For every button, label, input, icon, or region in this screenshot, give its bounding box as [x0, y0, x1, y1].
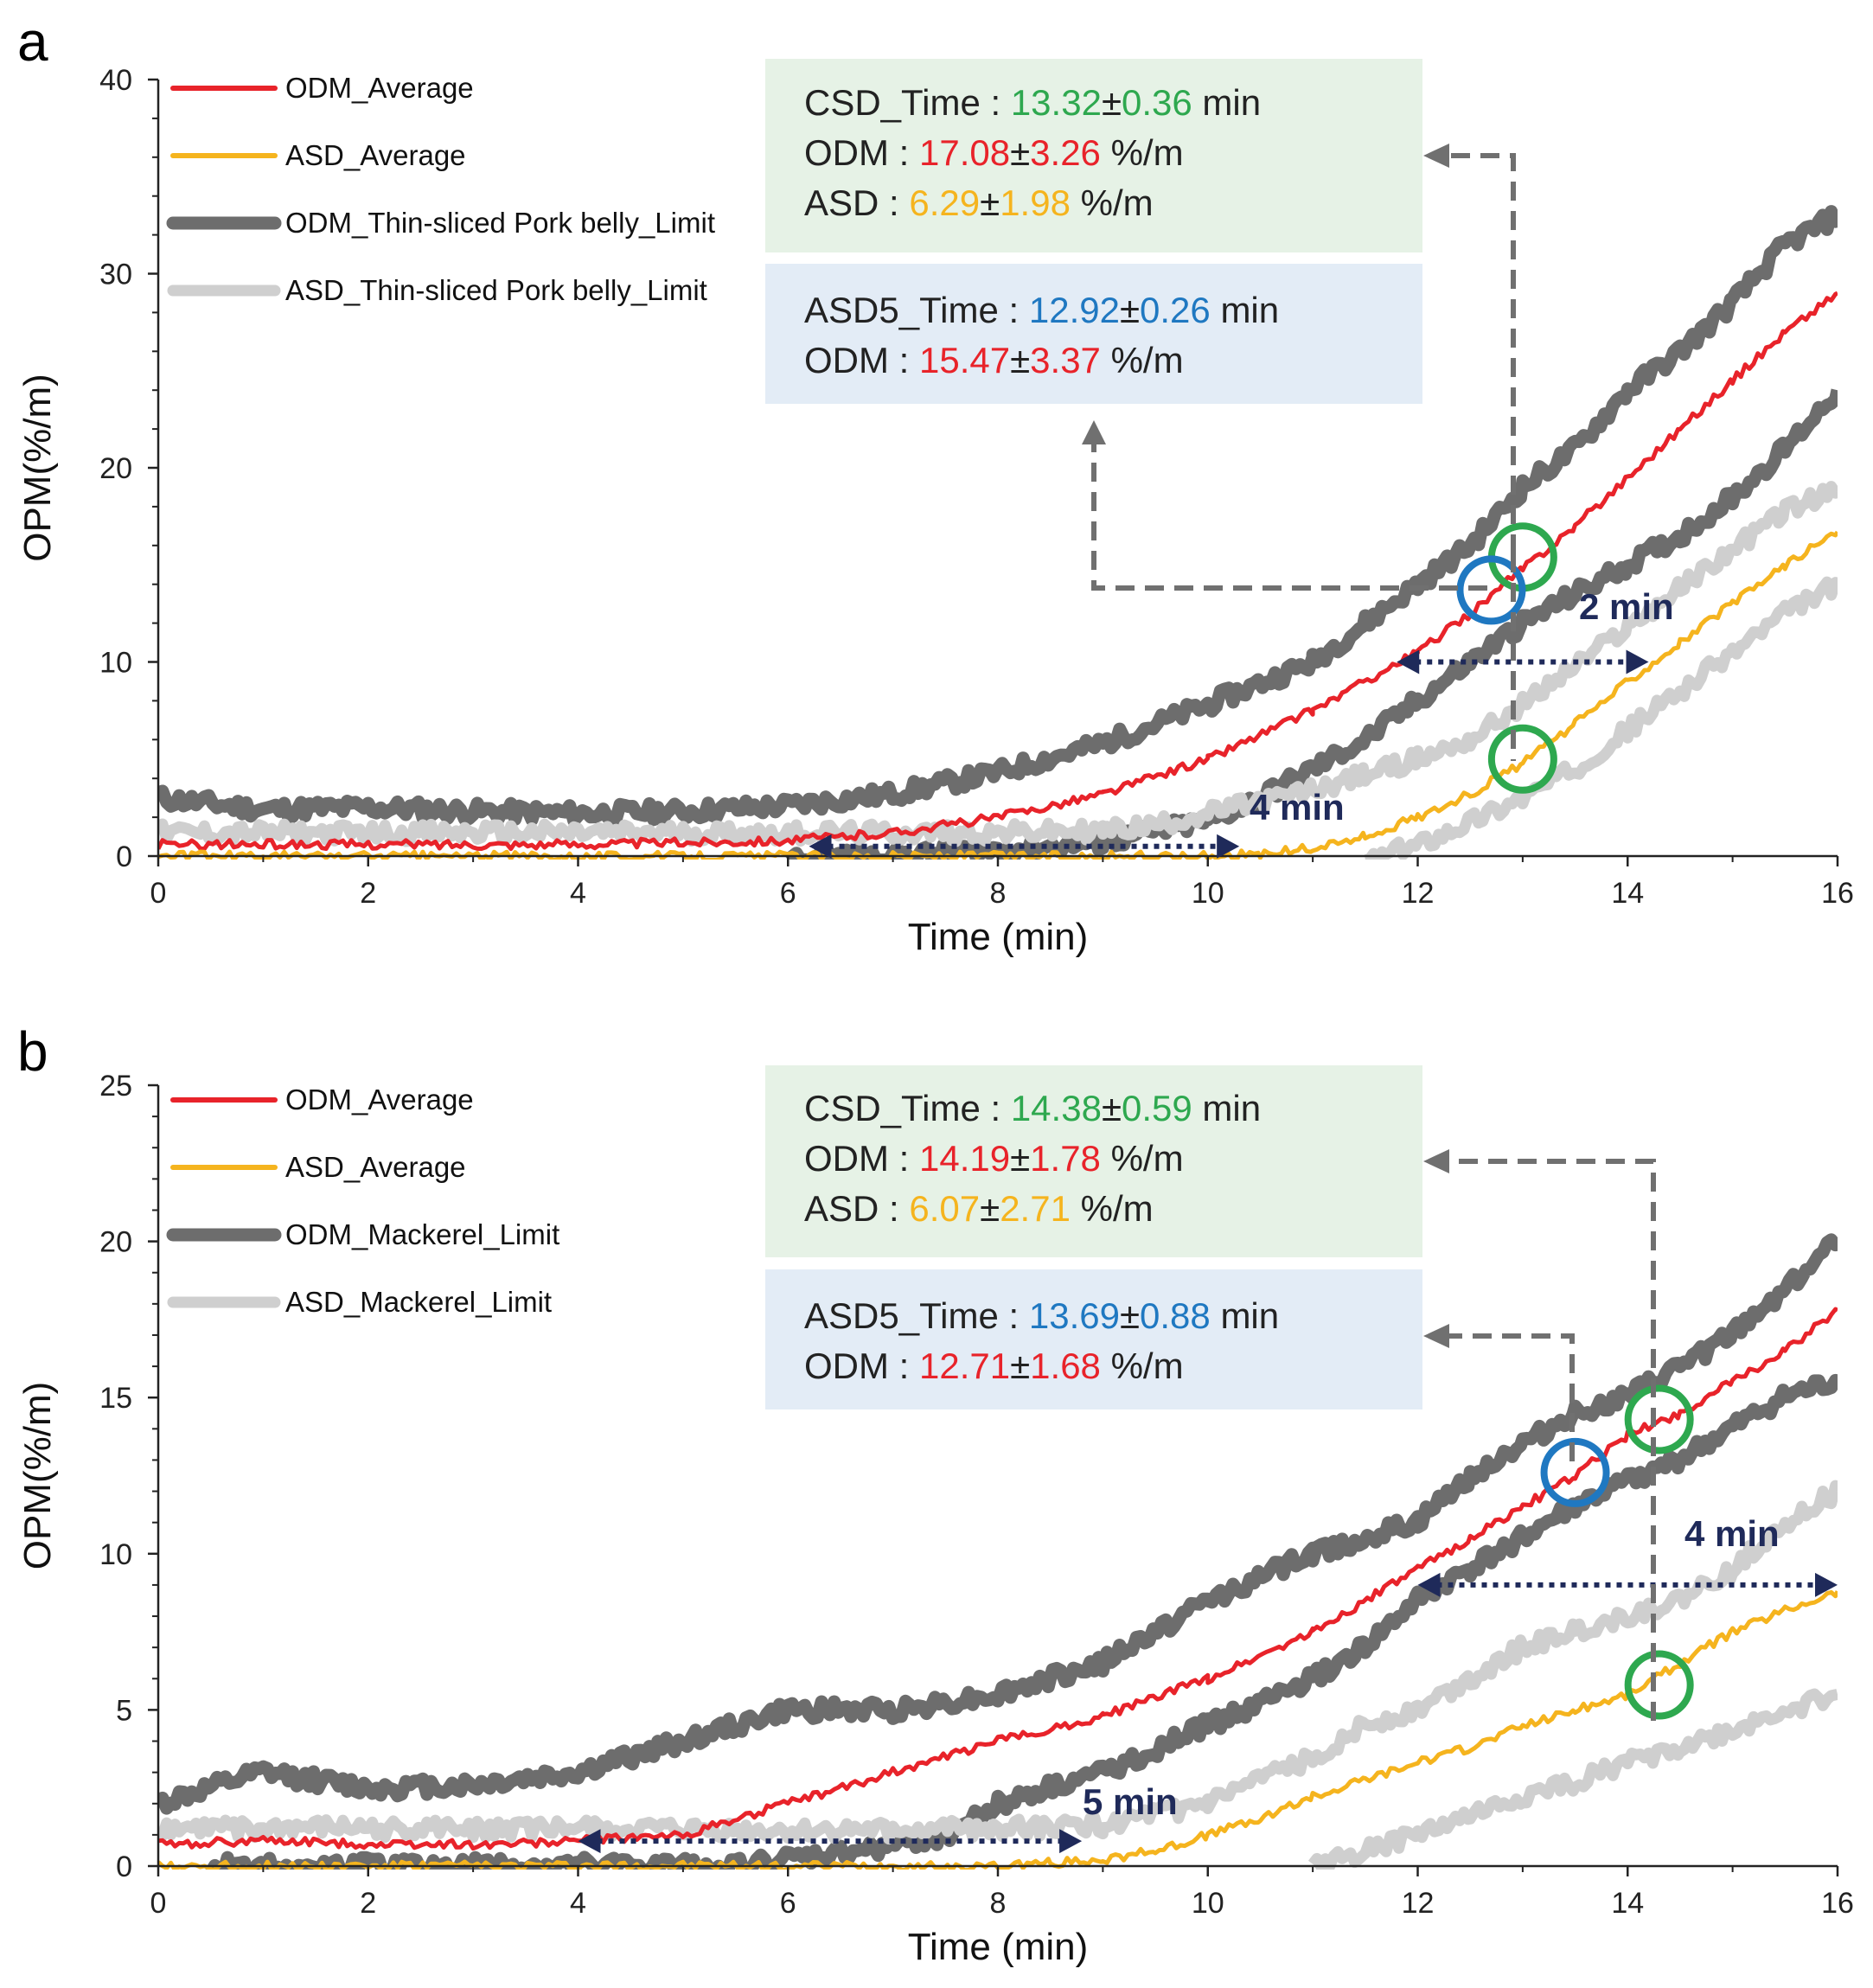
- x-tick-label: 2: [360, 877, 376, 910]
- y-axis-label: OPM(%/m): [16, 374, 59, 562]
- x-tick-label: 16: [1821, 877, 1854, 910]
- legend-label: ODM_Thin-sliced Pork belly_Limit: [285, 207, 715, 239]
- blue-marker-circle: [1540, 1437, 1610, 1507]
- asd5-line1-b: ASD5_Time : 13.69±0.88 min: [804, 1295, 1279, 1336]
- gap-arrowhead-left: [578, 1829, 601, 1854]
- y-tick-label: 15: [99, 1382, 132, 1415]
- gap-label: 2 min: [1579, 586, 1674, 627]
- series-asd-average: [158, 1589, 1838, 1870]
- csd-line2-a: ODM : 17.08±3.26 %/m: [804, 132, 1184, 173]
- plot-area-a: 0 2 4 6 8 10 12 14 16 0 10 20 30 40 Time (min) OPM(%/m)…: [16, 64, 1854, 958]
- green-marker-circle: [1624, 1650, 1694, 1720]
- x-tick-label: 10: [1192, 1887, 1224, 1920]
- legend-b: ODM_Average ASD_Average ODM_Mackerel_Limit…: [166, 1083, 559, 1318]
- series-odm-mackerel-limit: [158, 1233, 1838, 1815]
- csd-line2-b: ODM : 14.19±1.78 %/m: [804, 1138, 1184, 1179]
- panel-b: b 0 2 4 6 8 10 12 14 16 0 5 10 15 20 25 Time (min) OPM(%…: [16, 1020, 1854, 1968]
- x-tick-label: 16: [1821, 1887, 1854, 1920]
- leader-csd-a: [1440, 153, 1516, 553]
- csd-line1-a: CSD_Time : 13.32±0.36 min: [804, 82, 1261, 123]
- leader-asd5-b-arrowhead: [1423, 1324, 1449, 1348]
- panel-a: a 0 2 4 6 8 10 12 14 16 0 10 20 30 40 Time (min) OPM(%/…: [16, 10, 1854, 958]
- leader-csd-a-arrowhead: [1423, 144, 1449, 168]
- y-tick-label: 20: [99, 452, 132, 485]
- y-tick-label: 10: [99, 1538, 132, 1571]
- legend-a: ODM_Average ASD_Average ODM_Thin-sliced Po…: [166, 72, 715, 306]
- gap-label: 4 min: [1250, 787, 1345, 828]
- y-tick-label: 5: [116, 1694, 132, 1727]
- leader-csd-b: [1440, 1159, 1656, 1721]
- x-tick-label: 0: [150, 1887, 167, 1920]
- leader-csd-b-arrowhead: [1423, 1149, 1449, 1173]
- csd-line1-b: CSD_Time : 14.38±0.59 min: [804, 1088, 1261, 1128]
- asd5-line2-a: ODM : 15.47±3.37 %/m: [804, 340, 1184, 380]
- asd5-line1-a: ASD5_Time : 12.92±0.26 min: [804, 290, 1279, 330]
- x-tick-label: 6: [780, 1887, 796, 1920]
- x-tick-label: 6: [780, 877, 796, 910]
- csd-box-a: [765, 59, 1422, 252]
- legend-label: ASD_Thin-sliced Pork belly_Limit: [285, 274, 707, 306]
- series-asd-thin-sliced-pork-belly-limit: [158, 481, 1838, 847]
- x-tick-label: 4: [570, 1887, 586, 1920]
- gap-label: 5 min: [1083, 1781, 1178, 1822]
- gap-arrowhead-right: [1059, 1829, 1083, 1854]
- y-tick-label: 10: [99, 647, 132, 680]
- x-axis-label: Time (min): [908, 1926, 1089, 1968]
- x-tick-label: 14: [1611, 1887, 1644, 1920]
- csd-box-b: [765, 1065, 1422, 1257]
- series-odm-thin-sliced-pork-belly-limit: [158, 205, 1838, 828]
- y-tick-label: 0: [116, 1851, 132, 1883]
- series-odm-thin-sliced-pork-belly-limit-lower: [783, 388, 1838, 860]
- legend-label: ASD_Average: [285, 1151, 466, 1183]
- gap-label: 4 min: [1684, 1513, 1780, 1554]
- x-tick-label: 0: [150, 877, 167, 910]
- gap-arrowhead-left: [1417, 1572, 1441, 1597]
- asd5-line2-b: ODM : 12.71±1.68 %/m: [804, 1346, 1184, 1386]
- gap-arrowhead-right: [1815, 1572, 1838, 1597]
- series-asd-mackerel-limit-lower: [1307, 1688, 1838, 1870]
- legend-label: ASD_Mackerel_Limit: [285, 1286, 552, 1318]
- y-axis-label: OPM(%/m): [16, 1382, 59, 1570]
- x-tick-label: 8: [990, 1887, 1007, 1920]
- x-tick-label: 8: [990, 877, 1007, 910]
- x-tick-label: 10: [1192, 877, 1224, 910]
- leader-asd5-b: [1440, 1333, 1575, 1461]
- legend-label: ODM_Mackerel_Limit: [285, 1218, 559, 1250]
- x-tick-label: 14: [1611, 877, 1644, 910]
- y-tick-label: 40: [99, 64, 132, 97]
- panel-label-b: b: [17, 1020, 48, 1083]
- x-axis-label: Time (min): [908, 916, 1089, 958]
- gap-arrowhead-left: [809, 834, 832, 859]
- series-odm-average: [158, 1307, 1838, 1851]
- x-tick-label: 4: [570, 877, 586, 910]
- y-tick-label: 30: [99, 259, 132, 291]
- green-marker-circle: [1487, 724, 1557, 794]
- x-tick-label: 12: [1402, 1887, 1435, 1920]
- legend-label: ODM_Average: [285, 1083, 474, 1115]
- series-odm-average: [158, 291, 1838, 852]
- plot-area-b: 0 2 4 6 8 10 12 14 16 0 5 10 15 20 25 Time (min) OPM(%/m…: [16, 1070, 1854, 1968]
- series-asd-thin-sliced-pork-belly-limit-lower: [1364, 576, 1838, 860]
- leader-asd5-a-arrowhead: [1082, 420, 1106, 444]
- y-tick-label: 0: [116, 841, 132, 873]
- series-asd-mackerel-limit: [158, 1480, 1838, 1845]
- panel-label-a: a: [17, 10, 48, 73]
- legend-label: ASD_Average: [285, 139, 466, 171]
- csd-line3-b: ASD : 6.07±2.71 %/m: [804, 1188, 1154, 1229]
- gap-arrowhead-right: [1217, 834, 1240, 859]
- leader-asd5-a: [1091, 437, 1487, 591]
- y-tick-label: 25: [99, 1070, 132, 1103]
- x-tick-label: 12: [1402, 877, 1435, 910]
- asd5-box-b: [765, 1269, 1422, 1409]
- green-marker-circle: [1624, 1384, 1694, 1454]
- csd-line3-a: ASD : 6.29±1.98 %/m: [804, 182, 1154, 223]
- gap-arrowhead-right: [1626, 649, 1649, 674]
- x-tick-label: 2: [360, 1887, 376, 1920]
- asd5-box-a: [765, 264, 1422, 404]
- legend-label: ODM_Average: [285, 72, 474, 104]
- gap-arrowhead-left: [1397, 649, 1420, 674]
- y-tick-label: 20: [99, 1226, 132, 1259]
- blue-marker-circle: [1456, 555, 1526, 625]
